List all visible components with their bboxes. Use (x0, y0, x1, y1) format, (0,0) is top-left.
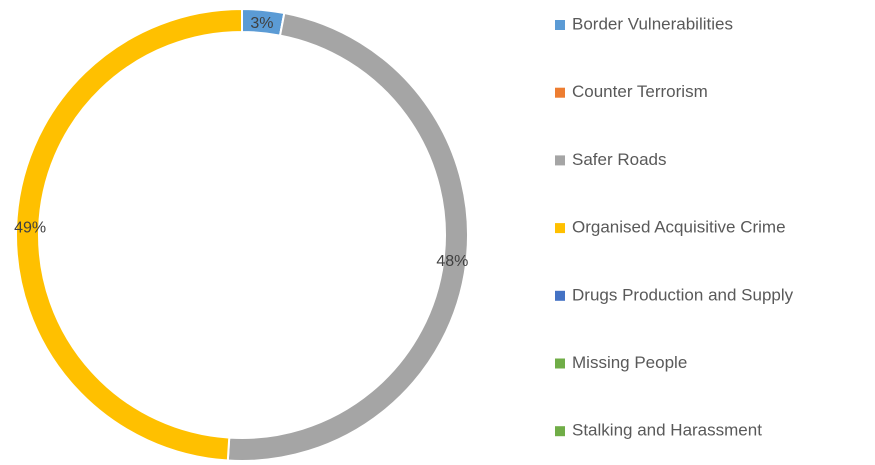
legend-label: Border Vulnerabilities (572, 14, 733, 33)
legend-label: Missing People (572, 353, 687, 372)
legend-label: Drugs Production and Supply (572, 285, 794, 304)
legend-swatch (555, 290, 565, 301)
donut-slice (226, 11, 469, 462)
legend-swatch (555, 426, 565, 437)
legend-label: Counter Terrorism (572, 82, 708, 101)
legend-swatch (555, 358, 565, 369)
legend-swatch (555, 223, 565, 234)
legend-swatch (555, 87, 565, 98)
legend-label: Stalking and Harassment (572, 421, 762, 440)
legend-swatch (555, 20, 565, 30)
data-label: 48% (436, 253, 468, 270)
data-label: 49% (14, 220, 46, 237)
legend-label: Organised Acquisitive Crime (572, 218, 786, 237)
legend-swatch (555, 155, 565, 166)
donut-slice (15, 7, 243, 462)
legend-label: Safer Roads (572, 150, 667, 169)
data-label: 3% (250, 15, 273, 32)
